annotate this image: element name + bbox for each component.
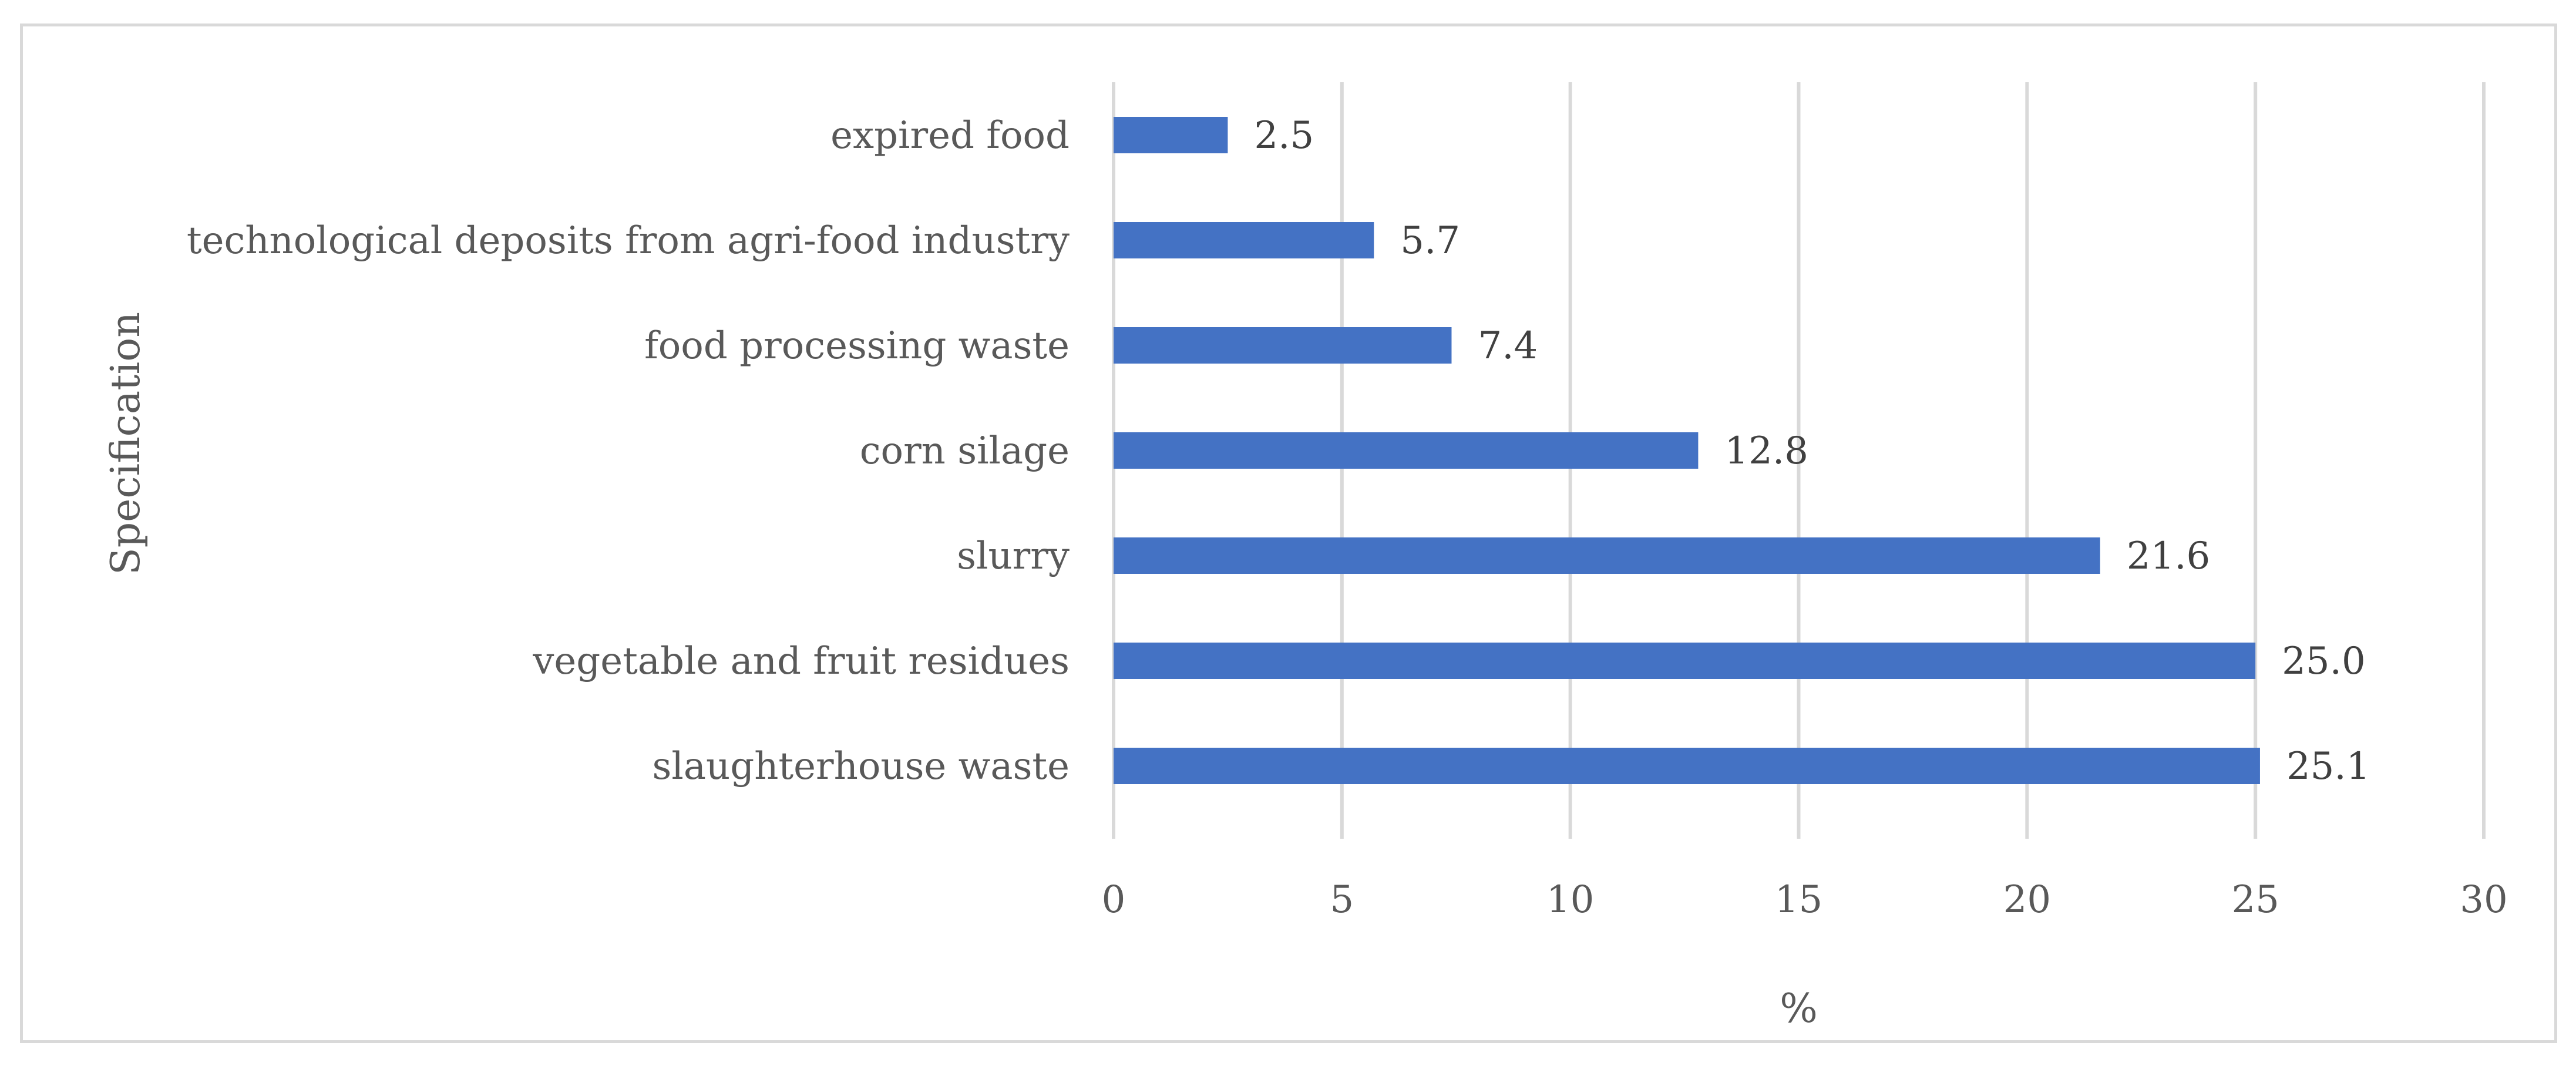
y-axis-title: Specification — [103, 312, 149, 575]
x-axis-ticks: 0 5 10 15 20 25 30 — [1102, 878, 2508, 922]
chart-frame: expired food technological deposits from … — [20, 23, 2557, 1043]
bars — [1114, 117, 2260, 784]
data-label: 5.7 — [1400, 219, 1460, 263]
data-labels: 2.5 5.7 7.4 12.8 21.6 25.0 25.1 — [1254, 114, 2370, 788]
x-tick-label: 0 — [1102, 878, 1126, 922]
data-label: 25.0 — [2282, 640, 2366, 683]
x-tick-label: 5 — [1330, 878, 1354, 922]
data-label: 21.6 — [2127, 534, 2211, 578]
category-label: slaughterhouse waste — [653, 745, 1070, 788]
data-label: 25.1 — [2286, 745, 2370, 788]
category-label: technological deposits from agri-food in… — [187, 219, 1070, 263]
category-label: corn silage — [860, 429, 1070, 473]
category-labels: expired food technological deposits from … — [187, 114, 1070, 788]
category-label: vegetable and fruit residues — [532, 640, 1070, 683]
x-tick-label: 30 — [2460, 878, 2507, 922]
bar — [1114, 537, 2100, 574]
bar — [1114, 117, 1228, 153]
data-label: 7.4 — [1478, 324, 1538, 368]
bar — [1114, 748, 2260, 784]
bar — [1114, 643, 2256, 679]
x-axis-title: % — [1780, 986, 1818, 1032]
x-tick-label: 10 — [1546, 878, 1594, 922]
x-tick-label: 20 — [2003, 878, 2051, 922]
bar-chart: expired food technological deposits from … — [103, 82, 2508, 1032]
category-label: expired food — [830, 114, 1070, 157]
bar — [1114, 432, 1699, 469]
category-label: food processing waste — [644, 324, 1070, 368]
bar — [1114, 327, 1452, 364]
bar — [1114, 222, 1374, 258]
category-label: slurry — [957, 534, 1070, 578]
data-label: 12.8 — [1724, 429, 1808, 473]
data-label: 2.5 — [1254, 114, 1314, 157]
x-tick-label: 25 — [2231, 878, 2279, 922]
x-tick-label: 15 — [1775, 878, 1822, 922]
